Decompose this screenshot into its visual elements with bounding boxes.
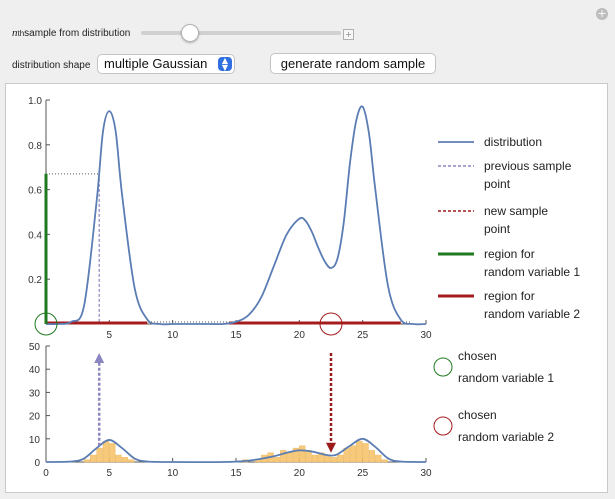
- top-y-tick-label-3: 0.8: [28, 141, 42, 152]
- legend-region1-label-2: random variable 1: [484, 265, 580, 279]
- legend-chosen2-circle: [433, 416, 453, 436]
- bottom-y-tick-label-3: 30: [29, 388, 41, 399]
- bottom-y-tick-label-4: 40: [29, 365, 41, 376]
- top-y-tick-label-2: 0.6: [28, 186, 42, 197]
- bottom-x-tick-label-2: 10: [167, 468, 179, 479]
- top-y-tick-label-0: 0.2: [28, 275, 42, 286]
- top-x-tick-label-2: 15: [230, 330, 242, 341]
- histogram-bar-14: [286, 452, 293, 463]
- add-icon[interactable]: +: [596, 7, 608, 20]
- top-x-tick-label-3: 20: [294, 330, 306, 341]
- histogram-bar-18: [311, 454, 319, 463]
- slider-expand-icon[interactable]: +: [343, 29, 354, 40]
- chosen-random-variable-1-marker: [34, 312, 58, 336]
- top-x-tick-label-0: 5: [107, 330, 113, 341]
- bottom-x-tick-label-5: 25: [357, 468, 369, 479]
- top-chart: 0.2 0.4 0.6 0.8 1.0 5 10 15 20 25 30: [28, 96, 432, 341]
- previous-sample-arrow-head: [94, 352, 105, 363]
- histogram-bar-13: [280, 450, 287, 463]
- histogram-bar-19: [318, 452, 325, 463]
- histogram-bar-27: [368, 450, 376, 463]
- distribution-shape-select[interactable]: multiple Gaussian ▲ ▼: [97, 54, 235, 74]
- bottom-x-tick-label-0: 0: [43, 468, 49, 479]
- legend-new-label-1: new sample: [484, 204, 548, 218]
- slider-label-sup: th: [17, 28, 25, 38]
- histogram-bar-0: [83, 459, 91, 463]
- legend-distribution-label: distribution: [484, 135, 542, 149]
- bottom-x-tick-label-6: 30: [420, 468, 432, 479]
- histogram-bar-26: [362, 443, 369, 463]
- legend-region1-label-1: region for: [484, 247, 535, 261]
- chevron-updown-icon: ▲ ▼: [218, 57, 232, 72]
- legend-chosen1-circle: [433, 357, 453, 377]
- bottom-y-tick-label-0: 0: [34, 458, 40, 469]
- histogram-bar-15: [292, 447, 300, 463]
- legend-chosen2-label-1: chosen: [458, 408, 497, 422]
- plots-svg: 0.2 0.4 0.6 0.8 1.0 5 10 15 20 25 30 0 10 20 30 40 50 …: [28, 96, 580, 479]
- top-x-tick-label-4: 25: [357, 330, 369, 341]
- chosen-random-variable-2-marker: [319, 312, 343, 336]
- legend-chosen1-label-2: random variable 1: [458, 371, 554, 385]
- histogram-bar-5: [115, 454, 122, 463]
- bottom-x-tick-label-1: 5: [107, 468, 113, 479]
- top-y-tick-label-1: 0.4: [28, 230, 42, 241]
- histogram-bar-1: [90, 454, 97, 463]
- legend-previous-label-2: point: [484, 177, 511, 191]
- distribution-curve: [45, 105, 427, 326]
- histogram-bar-29: [381, 459, 388, 463]
- histogram-bar-2: [96, 447, 103, 463]
- slider-track[interactable]: [141, 31, 341, 35]
- bottom-chart: 0 10 20 30 40 50 0 5 10 15 20 25 30: [29, 342, 432, 479]
- slider-label: n th sample from distribution: [12, 24, 130, 42]
- bottom-x-tick-label-4: 20: [294, 468, 306, 479]
- distribution-shape-label: distribution shape: [12, 60, 91, 71]
- legend-chosen2-label-2: random variable 2: [458, 430, 554, 444]
- generate-random-sample-button[interactable]: generate random sample: [270, 53, 436, 74]
- slider-label-text: sample from distribution: [24, 27, 131, 39]
- histogram-bar-3: [102, 440, 110, 463]
- histogram-bar-22: [337, 454, 344, 463]
- histogram-bar-6: [121, 457, 129, 463]
- legend-region2-label-2: random variable 2: [484, 307, 580, 321]
- plot-panel: 0.2 0.4 0.6 0.8 1.0 5 10 15 20 25 30 0 10 20 30 40 50 …: [5, 83, 608, 493]
- top-x-tick-label-5: 30: [420, 330, 432, 341]
- histogram-bar-21: [330, 457, 338, 463]
- legend: distribution previous sample point new s…: [433, 135, 580, 444]
- histogram-density-curve: [45, 437, 427, 464]
- new-sample-arrow-head: [326, 442, 336, 453]
- histogram-bar-4: [109, 443, 116, 463]
- top-y-tick-label-4: 1.0: [28, 96, 42, 107]
- legend-previous-label-1: previous sample: [484, 159, 572, 173]
- bottom-x-tick-label-3: 15: [230, 468, 242, 479]
- histogram-bar-25: [356, 440, 363, 463]
- histogram-bar-28: [375, 454, 382, 463]
- top-x-tick-label-1: 10: [167, 330, 179, 341]
- histogram-bar-24: [349, 445, 357, 463]
- legend-region2-label-1: region for: [484, 289, 535, 303]
- legend-new-label-2: point: [484, 222, 511, 236]
- bottom-y-tick-label-2: 20: [29, 412, 41, 423]
- histogram-bar-7: [128, 459, 135, 463]
- legend-chosen1-label-1: chosen: [458, 349, 497, 363]
- histogram-bar-12: [273, 457, 281, 463]
- bottom-y-tick-label-1: 10: [29, 435, 41, 446]
- bottom-y-tick-label-5: 50: [29, 342, 41, 353]
- distribution-shape-value: multiple Gaussian: [104, 56, 208, 71]
- slider-thumb[interactable]: [181, 24, 200, 42]
- slider-label-prefix: n: [12, 27, 18, 39]
- histogram-bar-16: [299, 445, 306, 463]
- sample-slider[interactable]: [141, 24, 341, 42]
